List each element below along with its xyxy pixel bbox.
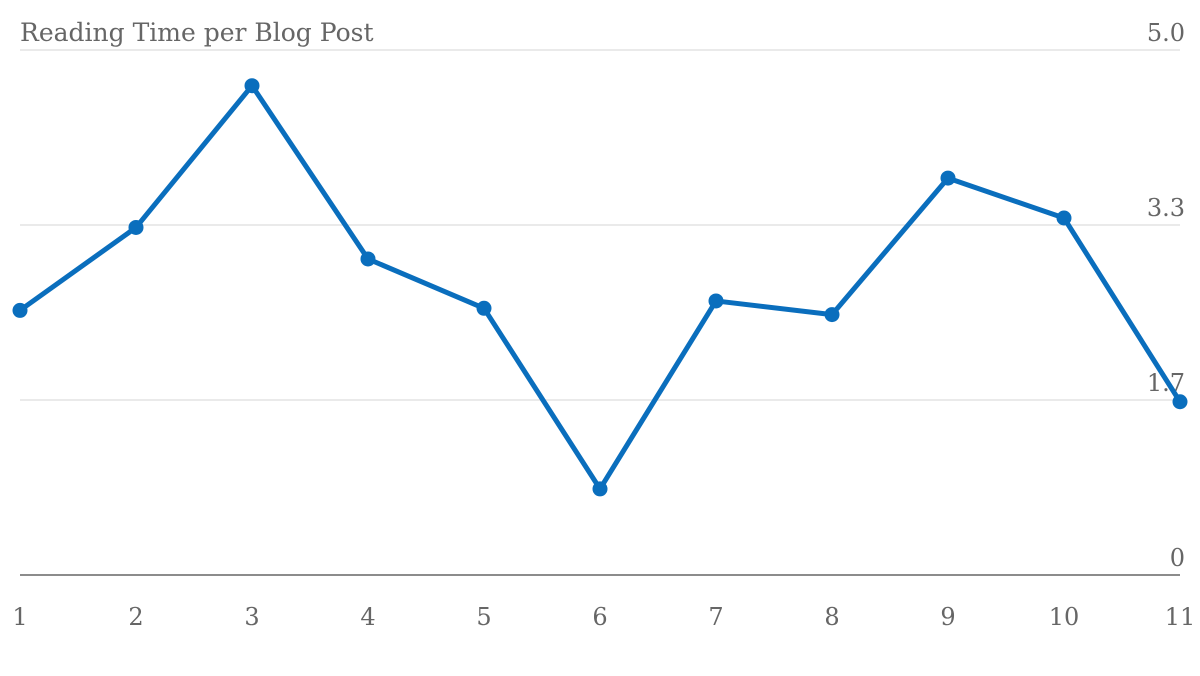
x-tick-label: 2 xyxy=(128,603,143,631)
data-point xyxy=(244,78,260,94)
data-point xyxy=(824,307,840,323)
x-tick-label: 8 xyxy=(824,603,839,631)
data-point xyxy=(1056,210,1072,226)
x-tick-label: 9 xyxy=(940,603,955,631)
data-point xyxy=(12,302,28,318)
data-point xyxy=(360,251,376,267)
data-point xyxy=(708,293,724,309)
x-tick-label: 5 xyxy=(476,603,491,631)
data-point xyxy=(1172,394,1188,410)
y-tick-label: 5.0 xyxy=(1147,19,1185,47)
data-point xyxy=(940,170,956,186)
data-point xyxy=(476,300,492,316)
data-point xyxy=(592,481,608,497)
y-tick-label: 0 xyxy=(1170,544,1185,572)
x-tick-label: 3 xyxy=(244,603,259,631)
x-tick-label: 7 xyxy=(708,603,723,631)
x-tick-label: 6 xyxy=(592,603,607,631)
y-tick-labels: 5.03.31.70 xyxy=(1147,19,1185,572)
x-tick-labels: 1 2 3 4 5 6 7 8 9 10 11 xyxy=(12,603,1195,631)
x-tick-label: 4 xyxy=(360,603,375,631)
x-tick-label: 10 xyxy=(1049,603,1080,631)
series-line xyxy=(17,83,1183,492)
series-layer xyxy=(12,78,1188,497)
gridlines xyxy=(20,49,1180,401)
x-tick-label: 1 xyxy=(12,603,27,631)
chart-title: Reading Time per Blog Post xyxy=(20,18,374,47)
x-tick-label: 11 xyxy=(1165,603,1196,631)
data-point xyxy=(128,219,144,235)
y-tick-label: 3.3 xyxy=(1147,194,1185,222)
